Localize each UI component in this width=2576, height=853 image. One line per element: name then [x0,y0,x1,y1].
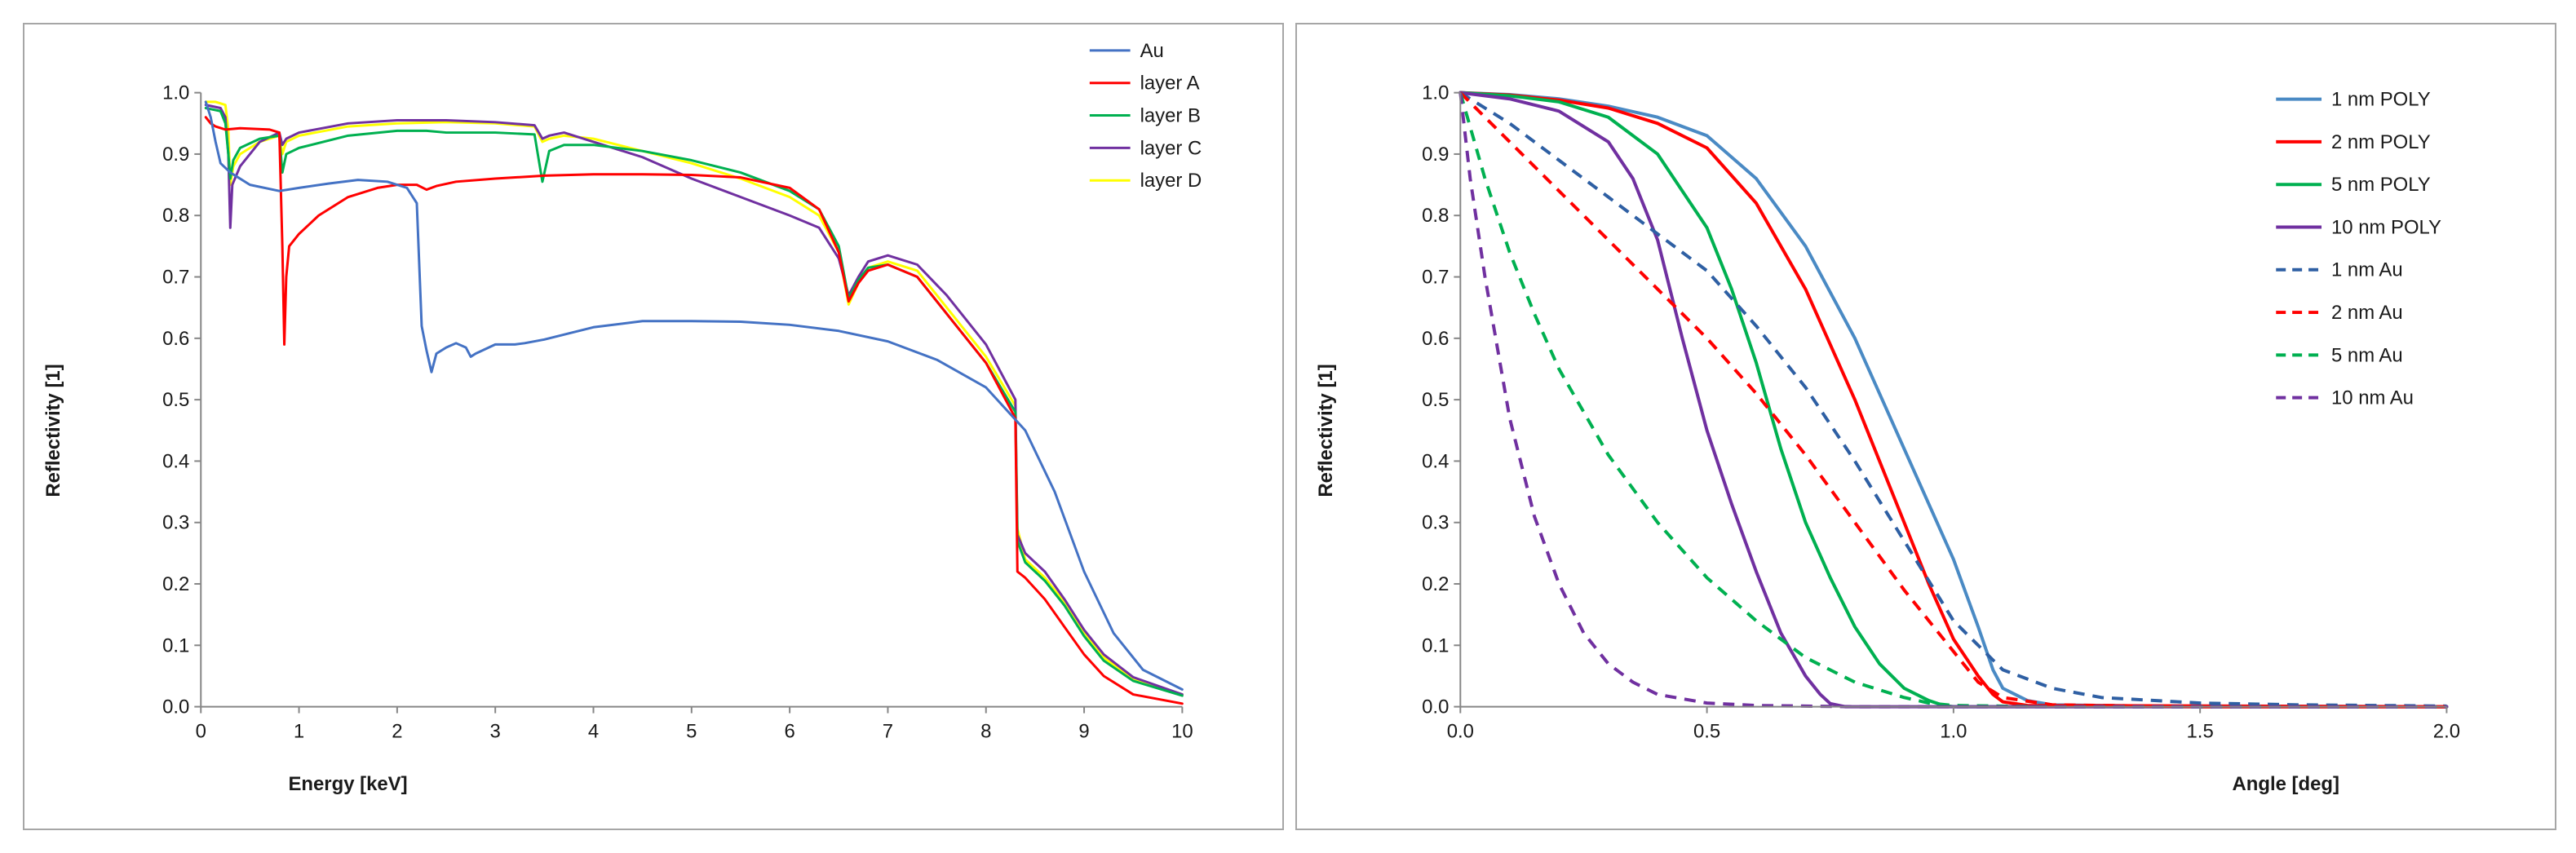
energy-reflectivity-chart: 0.0 0.1 0.2 0.3 0.4 0.5 0.6 0.7 0.8 0.9 1.0 0 1 2 3 4 5 6… [23,23,1284,830]
y-tick-label: 0.9 [1422,144,1449,166]
y-tick-label: 1.0 [1422,82,1449,104]
energy-chart-svg: 0.0 0.1 0.2 0.3 0.4 0.5 0.6 0.7 0.8 0.9 1.0 0 1 2 3 4 5 6… [42,40,1202,795]
y-tick-label: 0.3 [1422,512,1449,534]
y-tick-label: 0.7 [1422,267,1449,289]
legend-label: Au [1140,40,1164,62]
x-tick-label: 1.0 [1940,720,1967,742]
legend-label: 5 nm POLY [2331,174,2431,196]
x-axis-title: Energy [keV] [288,773,407,795]
y-tick-label: 0.6 [1422,328,1449,350]
legend-label: 10 nm POLY [2331,216,2441,238]
y-tick-label: 0.1 [162,634,189,656]
y-tick-label: 0.2 [1422,573,1449,595]
y-tick-label: 1.0 [162,82,189,104]
y-tick-label: 0.8 [1422,205,1449,227]
legend-label: 2 nm POLY [2331,131,2431,153]
x-tick-label: 0 [196,720,206,742]
y-tick-label: 0.0 [162,696,189,718]
series-line-5-nm-poly [1458,91,2449,709]
x-tick-label: 3 [490,720,501,742]
x-tick-label: 4 [588,720,599,742]
x-tick-label: 6 [784,720,794,742]
x-tick-label: 2.0 [2433,720,2460,742]
series-line-10-nm-poly [1458,91,2449,709]
x-tick-label: 0.5 [1693,720,1720,742]
legend-label: 1 nm POLY [2331,89,2431,111]
series-line-layer-a [204,116,1184,705]
x-tick-label: 1.5 [2187,720,2214,742]
y-tick-label: 0.5 [1422,389,1449,411]
y-tick-label: 0.7 [162,267,189,289]
series-line-layer-d [204,100,1184,696]
y-tick-label: 0.8 [162,205,189,227]
angle-chart-svg: 0.0 0.1 0.2 0.3 0.4 0.5 0.6 0.7 0.8 0.9 1.0 0.0 0.5 1… [1315,82,2460,796]
series-line-2-nm-poly [1458,91,2449,709]
legend-label: 10 nm Au [2331,387,2414,409]
series-line-2-nm-au [1458,91,2447,709]
x-tick-label: 2 [392,720,402,742]
y-tick-label: 0.4 [1422,450,1449,472]
y-tick-label: 0.1 [1422,634,1449,656]
y-axis-title: Reflectivity [1] [42,364,64,497]
series-line-5-nm-au [1458,92,2447,709]
y-tick-label: 0.4 [162,450,189,472]
series-line-1-nm-au [1459,91,2447,708]
legend-label: 1 nm Au [2331,259,2403,281]
x-axis-title: Angle [deg] [2233,773,2339,795]
series-line-layer-c [204,104,1184,696]
legend-label: 5 nm Au [2331,344,2403,366]
x-tick-label: 1 [294,720,304,742]
x-tick-label: 10 [1171,720,1193,742]
series-line-au [204,100,1184,691]
y-tick-label: 0.0 [1422,696,1449,718]
x-tick-label: 7 [883,720,893,742]
angle-reflectivity-chart: 0.0 0.1 0.2 0.3 0.4 0.5 0.6 0.7 0.8 0.9 1.0 0.0 0.5 1… [1295,23,2556,830]
x-tick-label: 5 [686,720,697,742]
y-axis-title: Reflectivity [1] [1315,364,1337,497]
y-tick-label: 0.2 [162,573,189,595]
legend-label: layer A [1140,73,1200,95]
series-line-10-nm-au [1458,92,2447,709]
x-tick-label: 0.0 [1447,720,1474,742]
legend-label: layer D [1140,170,1202,192]
x-tick-label: 9 [1078,720,1089,742]
legend-label: 2 nm Au [2331,302,2403,324]
y-tick-label: 0.6 [162,328,189,350]
y-tick-label: 0.3 [162,512,189,534]
x-tick-label: 8 [980,720,991,742]
legend-label: layer B [1140,105,1201,127]
y-tick-label: 0.9 [162,144,189,166]
legend-label: layer C [1140,137,1202,159]
y-tick-label: 0.5 [162,389,189,411]
